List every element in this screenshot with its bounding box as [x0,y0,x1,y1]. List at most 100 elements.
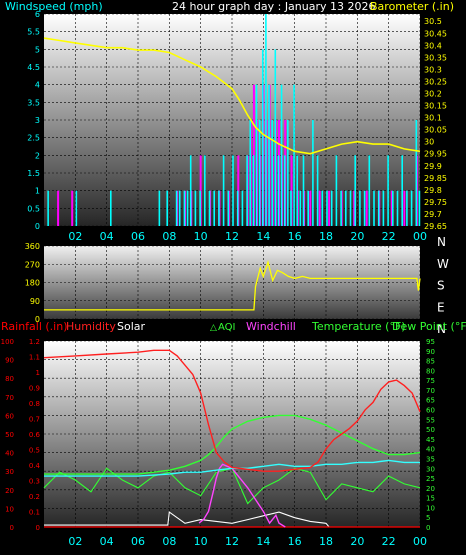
windspeed-tick-label: 1.5 [27,169,40,178]
hour-tick-label: 18 [319,230,333,243]
windchill-line [198,463,286,528]
temperature-line [44,414,421,475]
temperature-tick-label: 30 [426,465,435,473]
label-solar: Solar [117,320,146,333]
hour-tick-label: 14 [256,230,270,243]
label-humidity: Humidity [66,320,116,333]
barometer-tick-label: 29.8 [424,186,442,195]
rainfall-tick-label: 1 [36,369,40,377]
temperature-tick-label: 55 [426,416,435,424]
direction-tick-label: 270 [25,260,40,269]
barometer-tick-label: 30.2 [424,90,442,99]
humidity-tick-label: 50 [5,431,14,439]
rainfall-tick-label: 0.9 [29,385,40,393]
label-aqi: AQI [218,322,236,333]
hour-tick-label: 02 [68,230,82,243]
rainfall-tick-label: 0.5 [29,447,40,455]
hour-tick-label: 10 [194,535,208,548]
windspeed-tick-label: 0.5 [27,204,40,213]
compass-label: N [437,322,446,336]
rainfall-tick-label: 0.7 [29,416,40,424]
temperature-tick-label: 90 [426,348,435,356]
temperature-tick-label: 10 [426,504,435,512]
rainfall-tick-label: 1.1 [29,354,40,362]
humidity-tick-label: 80 [5,375,14,383]
hour-tick-label: 00 [413,535,427,548]
humidity-tick-label: 100 [1,338,14,346]
label-temperature: Temperature (°F) [311,320,406,333]
windspeed-tick-label: 3.5 [27,98,40,107]
rainfall-tick-label: 0.6 [29,431,41,439]
windspeed-tick-label: 6 [35,10,40,19]
wind-baro-chart: 0 0.5 1 1.5 2 2.5 3 3.5 4 4.5 5 5.5 6 29.65 29.7 29.75 2… [5,0,454,243]
hour-tick-label: 22 [382,535,396,548]
barometer-line [43,37,421,155]
hour-tick-label: 16 [288,535,302,548]
temperature-tick-label: 75 [426,377,435,385]
humidity-line [43,349,421,472]
hour-tick-label: 02 [68,535,82,548]
wind-baro-tick-labels: 0 0.5 1 1.5 2 2.5 3 3.5 4 4.5 5 5.5 6 29.65 29.7 29.75 2… [27,10,447,243]
hour-tick-label: 20 [350,535,364,548]
windspeed-tick-label: 0 [35,222,40,231]
humidity-tick-label: 10 [5,505,14,513]
barometer-tick-label: 29.7 [424,210,442,219]
rainfall-tick-label: 0.3 [29,478,40,486]
temperature-tick-label: 40 [426,446,435,454]
temperature-tick-label: 50 [426,426,435,434]
temperature-tick-label: 35 [426,455,435,463]
hour-tick-label: 08 [162,535,176,548]
humidity-tick-label: 40 [5,450,14,458]
wind-baro-y-left-label: Windspeed (mph) [5,0,103,13]
wind-baro-y-right-label: Barometer (.in) [370,0,454,13]
direction-tick-label: 360 [25,242,40,251]
barometer-tick-label: 30.45 [424,29,447,38]
rainfall-tick-label: 0.1 [29,509,40,517]
humidity-tick-label: 30 [5,468,14,476]
temperature-tick-label: 80 [426,367,435,375]
humidity-tick-label: 20 [5,487,14,495]
label-dewpoint: Dew Point (°F) [392,320,466,333]
temperature-tick-label: 95 [426,338,435,346]
label-aqi-icon: △ [210,323,217,333]
humidity-tick-label: 0 [10,524,14,532]
temperature-tick-label: 85 [426,358,435,366]
barometer-tick-label: 30.5 [424,17,442,26]
hour-tick-label: 04 [100,230,114,243]
temperature-tick-label: 25 [426,475,435,483]
weather-gridlines [44,340,421,528]
solar-line [44,511,420,528]
wind-direction-series [44,259,421,311]
temperature-tick-label: 0 [426,524,430,532]
windspeed-tick-label: 5 [35,45,40,54]
weather-series [43,349,421,528]
compass-label: N [437,235,446,249]
weather-chart: 010203040506070809010000.10.20.30.40.50.… [1,320,466,548]
barometer-tick-label: 29.85 [424,174,447,183]
barometer-tick-label: 29.9 [424,162,442,171]
wind-direction-line [44,259,421,311]
wind-direction-gridlines [44,245,421,320]
hour-tick-label: 10 [194,230,208,243]
hour-tick-label: 22 [382,230,396,243]
weather-tick-labels: 010203040506070809010000.10.20.30.40.50.… [1,338,435,548]
temperature-tick-label: 5 [426,514,430,522]
temperature-tick-label: 45 [426,436,435,444]
graph-title: 24 hour graph day : January 13 2026 [172,0,376,13]
hour-tick-label: 12 [225,230,239,243]
rainfall-tick-label: 0 [36,524,40,532]
hour-tick-label: 12 [225,535,239,548]
windspeed-tick-label: 4 [35,81,40,90]
windspeed-tick-label: 2.5 [27,134,40,143]
compass-label: W [437,257,449,271]
dewpoint-line [44,459,420,477]
barometer-tick-label: 30.15 [424,102,447,111]
compass-label: S [437,279,445,293]
windspeed-tick-label: 5.5 [27,28,40,37]
windspeed-tick-label: 2 [35,151,40,160]
label-windchill: Windchill [246,320,296,333]
hour-tick-label: 14 [256,535,270,548]
